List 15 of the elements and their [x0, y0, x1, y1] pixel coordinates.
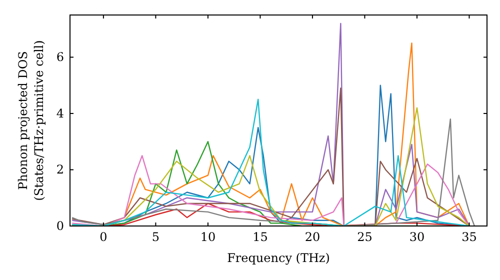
y-tick-label: 0	[56, 219, 64, 233]
x-tick-label: 35	[462, 230, 477, 244]
x-tick-label: 10	[200, 230, 216, 244]
x-axis-title: Frequency (THz)	[227, 251, 330, 265]
x-tick-label: 5	[152, 230, 160, 244]
x-tick-label: 30	[409, 230, 425, 244]
x-tick-label: 20	[304, 230, 320, 244]
y-axis-title: Phonon projected DOS (States/THz·primitive cell)	[16, 40, 46, 201]
y-tick-label: 6	[56, 50, 64, 64]
x-tick-label: 15	[252, 230, 268, 244]
y-tick-label: 4	[56, 106, 64, 120]
x-tick-label: 0	[100, 230, 108, 244]
line-series	[71, 155, 470, 226]
y-tick-label: 2	[56, 162, 64, 177]
x-tick-label: 25	[357, 230, 372, 244]
